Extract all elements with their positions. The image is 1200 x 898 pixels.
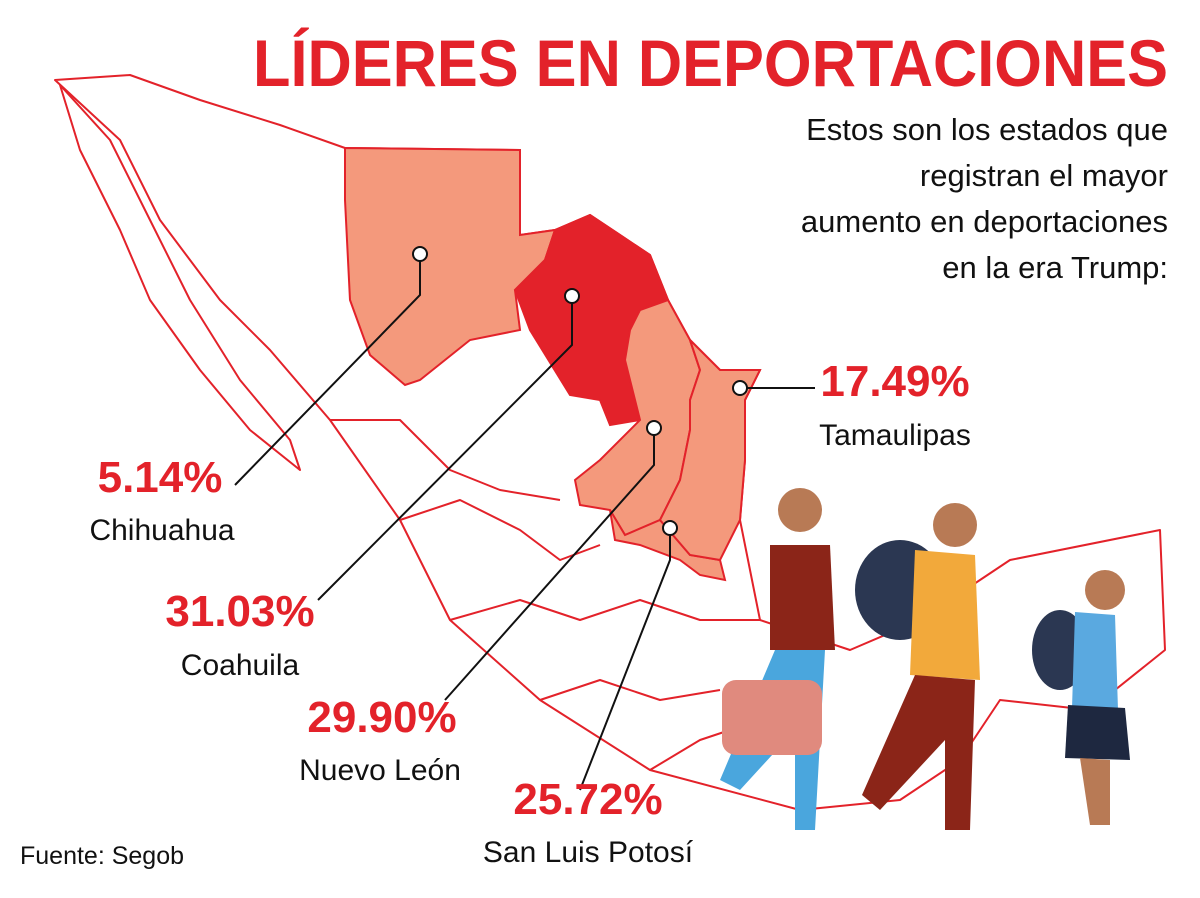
- state-value: 25.72%: [513, 775, 662, 824]
- subtitle-line: aumento en deportaciones: [801, 204, 1168, 239]
- state-value: 17.49%: [820, 357, 969, 406]
- source: Fuente: Segob: [20, 842, 184, 870]
- state-name: San Luis Potosí: [483, 836, 694, 869]
- subtitle-line: registran el mayor: [920, 158, 1168, 193]
- state-name: Chihuahua: [89, 514, 234, 547]
- state-name: Tamaulipas: [819, 419, 971, 452]
- state-shape: [344, 146, 557, 387]
- states: [344, 146, 762, 582]
- state-shape: [658, 339, 762, 562]
- state-shape: [609, 509, 727, 582]
- state-value: 29.90%: [307, 693, 456, 742]
- leaders: [234, 246, 815, 791]
- subtitle-line: Estos son los estados que: [806, 112, 1168, 147]
- subtitle-line: en la era Trump:: [942, 250, 1168, 285]
- state-value: 31.03%: [165, 587, 314, 636]
- title: LÍDERES EN DEPORTACIONES: [253, 26, 1168, 100]
- state-name: Coahuila: [181, 649, 300, 682]
- illustration: [720, 488, 1130, 830]
- state-name: Nuevo León: [299, 754, 461, 787]
- state-value: 5.14%: [98, 453, 223, 502]
